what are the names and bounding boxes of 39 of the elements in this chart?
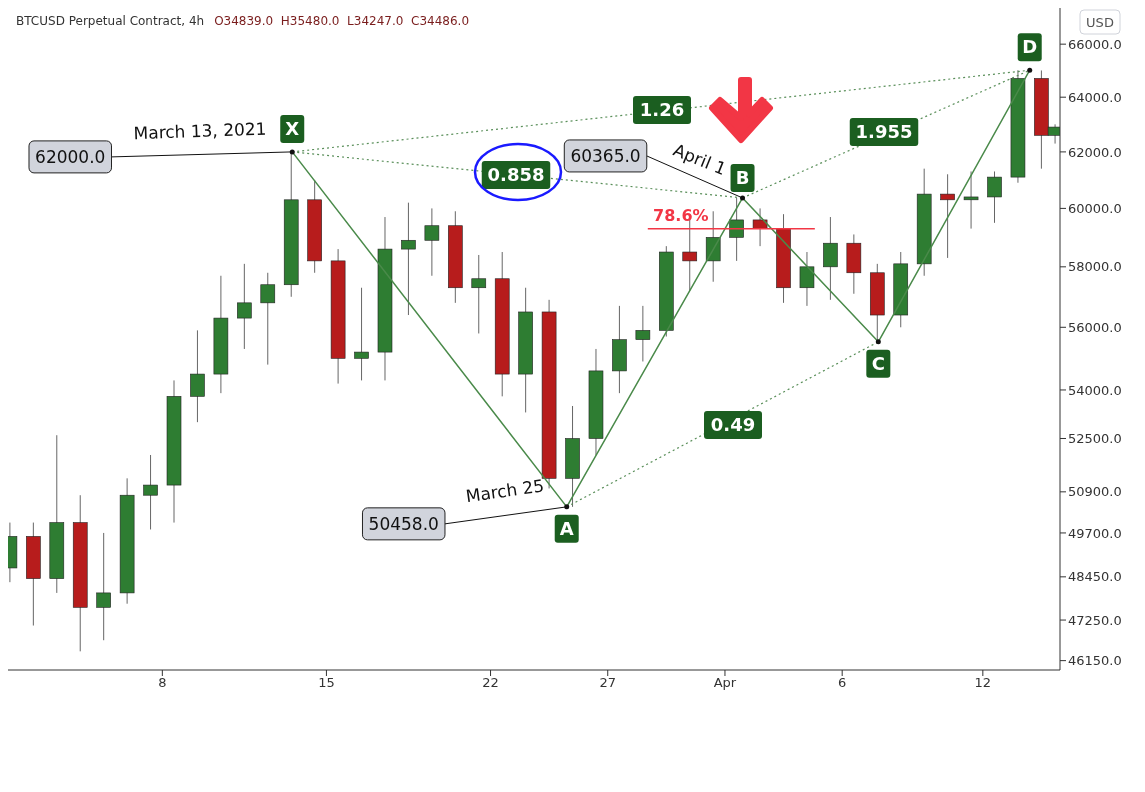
x-tick-label: 6 [838,675,847,691]
annotation: 1.26 [639,99,685,120]
y-tick-label: 47250.0 [1068,612,1122,628]
y-tick-label: 64000.0 [1068,89,1122,105]
y-tick-label: 56000.0 [1068,319,1122,335]
annotation: 1.955 [855,121,913,142]
x-tick-label: Apr [713,675,737,691]
y-tick-label: 54000.0 [1068,382,1122,398]
y-tick-label: 66000.0 [1068,36,1122,52]
text: BTCUSD Perpetual Contract, 4h [16,14,205,28]
text: USD [1086,15,1114,30]
x-tick-label: 12 [974,675,992,691]
x-tick-label: 8 [158,675,167,691]
y-tick-label: 50900.0 [1068,484,1122,500]
annotation: April 1 [670,139,730,179]
annotation: March 13, 2021 [133,118,267,144]
x-tick-label: 15 [318,675,335,691]
x-tick-label: 27 [599,675,617,691]
y-tick-label: 52500.0 [1068,431,1122,447]
annotation: 50458.0 [368,513,439,534]
annotation: March 25 [464,475,546,507]
annotation: X [285,117,300,139]
series-label: 78.6% [653,205,709,225]
y-tick-label: 62000.0 [1068,144,1122,160]
annotation: 62000.0 [35,146,106,167]
annotation: B [735,166,750,188]
y-tick-label: 49700.0 [1068,525,1122,541]
annotation: C [871,352,885,374]
y-tick-label: 58000.0 [1068,259,1122,275]
annotation: 0.49 [710,414,756,435]
x-tick-label: 22 [482,675,499,691]
y-tick-label: 60000.0 [1068,201,1122,217]
annotation: A [559,517,574,539]
annotation: 0.858 [487,164,545,185]
y-tick-label: 48450.0 [1068,569,1122,585]
text: O34839.0 H35480.0 L34247.0 C34486.0 [214,14,470,28]
annotation: D [1022,36,1038,58]
annotation: 60365.0 [570,145,641,166]
y-tick-label: 46150.0 [1068,653,1122,669]
